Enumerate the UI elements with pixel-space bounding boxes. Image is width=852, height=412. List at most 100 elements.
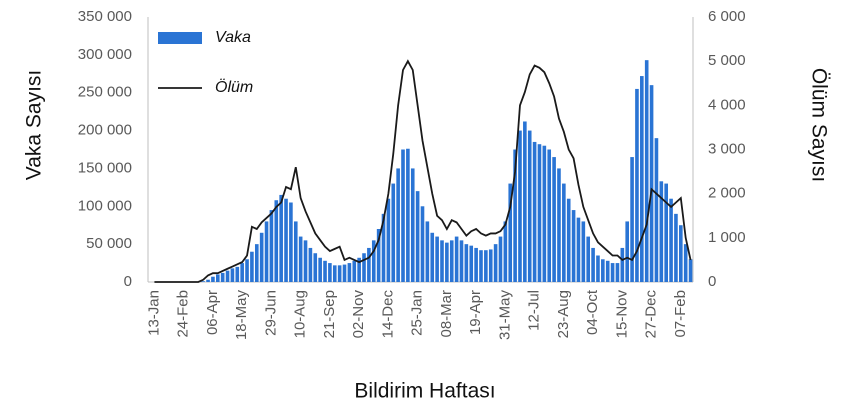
x-tick-label: 21-Sep [321,290,338,338]
line [154,59,692,283]
bar [289,202,293,282]
bar [537,144,542,282]
bar [459,240,464,282]
bar [352,260,357,282]
x-tick-label: 31-May [496,290,513,341]
bar [493,244,498,282]
bar [381,213,386,282]
bar [420,206,425,282]
bar [269,210,274,282]
bar [664,183,668,282]
x-tick-label: 23-Aug [555,290,572,338]
bar [669,198,673,282]
y2-tick-label: 2 000 [708,185,746,202]
y2-tick-label: 5 000 [708,52,746,69]
bar [581,221,586,282]
bar [562,183,566,282]
y2-tick-label: 4 000 [708,96,746,113]
bar [557,168,561,282]
bar [225,270,230,282]
bar [674,213,678,282]
y-tick-label: 350 000 [78,8,132,25]
bar [488,249,493,282]
bar [318,257,322,282]
y-tick-label: 300 000 [78,46,132,63]
bar [454,236,459,282]
x-tick-label: 27-Dec [643,290,660,339]
x-tick-label: 29-Jun [262,290,279,336]
bar [552,157,556,282]
bar [347,263,352,282]
bar [601,259,605,282]
bar [484,250,488,282]
bar [240,263,244,282]
legend-label: Ölüm [215,78,253,96]
x-tick-label: 19-Apr [467,290,484,335]
bar [425,221,430,282]
bar [679,225,683,282]
bar [576,217,581,282]
bar [688,259,693,282]
bar [508,183,513,282]
bar [362,253,366,282]
bar [635,88,639,282]
bar [474,247,478,282]
bar [220,272,225,282]
x-tick-label: 18-May [233,290,250,341]
bar [308,247,313,282]
bar [503,221,508,282]
bar [357,257,361,282]
bar [649,85,654,283]
bar [215,274,220,282]
bar [479,250,483,282]
bar [298,236,303,282]
bar [342,264,347,282]
x-tick-label: 02-Nov [350,290,367,339]
bar [391,183,396,282]
x-tick-label: 12-Jul [526,290,543,331]
bar [591,247,595,282]
bar [498,236,503,282]
bar [293,221,298,282]
bar [630,157,634,282]
bar [401,149,405,282]
bar [284,198,288,282]
y-tick-label: 50 000 [86,235,132,252]
bar [449,240,454,282]
bar [445,242,449,282]
bar [430,232,435,282]
bar [279,194,283,282]
bar [659,181,664,282]
bar [523,121,527,282]
bar [230,268,235,282]
bar [469,245,474,282]
bar [596,255,600,282]
bar [547,149,552,282]
bar [313,253,318,282]
bar [201,281,205,282]
x-tick-label: 15-Nov [613,290,630,339]
bar [435,236,439,282]
y-axis-title: Vaka Sayısı [23,70,46,181]
bar [586,236,591,282]
bar [264,221,269,282]
y-tick-label: 150 000 [78,159,132,176]
bar [518,130,522,282]
bar [337,265,342,282]
bar [376,229,381,282]
bar [332,265,337,282]
bar [259,232,264,282]
y2-tick-label: 6 000 [708,8,746,25]
x-tick-label: 08-Mar [438,290,455,338]
y-tick-label: 0 [124,273,132,290]
bar [410,168,415,282]
bar [396,168,400,282]
bar [620,247,625,282]
bar [415,191,420,282]
y2-axis-title: Ölüm Sayısı [807,68,830,182]
y2-tick-label: 0 [708,273,716,290]
y-tick-label: 100 000 [78,197,132,214]
bar [328,263,332,282]
y2-tick-label: 3 000 [708,140,746,157]
